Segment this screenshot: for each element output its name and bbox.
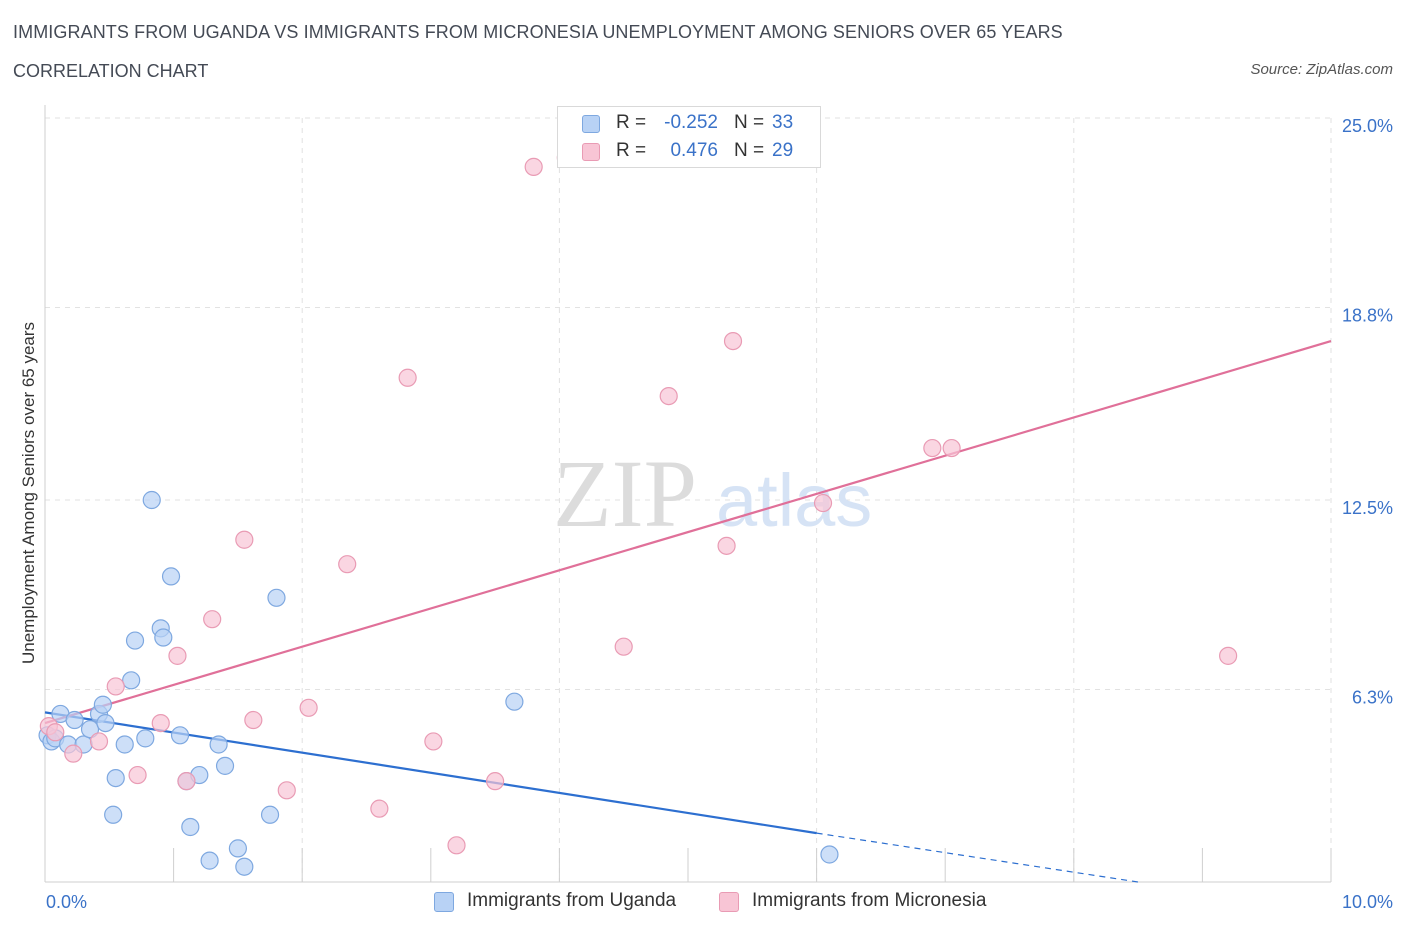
micronesia-r-value: 0.476	[670, 140, 718, 161]
micronesia-point	[151, 713, 170, 733]
watermark: ZIP atlas	[553, 440, 872, 547]
micronesia-point	[942, 438, 961, 458]
y-axis-label: Unemployment Among Seniors over 65 years	[19, 322, 38, 664]
uganda-point	[267, 588, 286, 607]
uganda-point	[200, 851, 219, 870]
micronesia-point	[614, 637, 633, 656]
uganda-point	[260, 805, 280, 824]
uganda-point	[136, 729, 155, 748]
micronesia-point	[277, 781, 296, 800]
uganda-legend-swatch	[434, 892, 454, 912]
uganda-point	[96, 713, 115, 733]
micronesia-point	[723, 331, 743, 351]
micronesia-point	[486, 772, 505, 791]
micronesia-point	[299, 698, 318, 717]
micronesia-point	[717, 536, 736, 555]
tick-labels: 6.3% 12.5% 18.8% 25.0% 0.0% 10.0%	[46, 116, 1393, 912]
micronesia-point	[813, 493, 833, 513]
watermark-zip: ZIP	[553, 440, 697, 547]
uganda-point	[115, 735, 134, 754]
uganda-point	[80, 720, 100, 739]
micronesia-point	[447, 836, 466, 855]
uganda-legend-label: Immigrants from Uganda	[467, 890, 677, 911]
uganda-point	[235, 857, 254, 876]
micronesia-point	[128, 765, 147, 785]
micronesia-point	[106, 677, 125, 696]
y-tick-label: 18.8%	[1342, 305, 1393, 325]
uganda-point	[209, 735, 228, 754]
uganda-point	[106, 768, 125, 788]
x-tick-label: 10.0%	[1342, 892, 1393, 912]
uganda-point	[125, 631, 145, 650]
chart-subtitle: CORRELATION CHART	[13, 61, 209, 81]
uganda-swatch	[582, 115, 600, 133]
micronesia-r-label: R =	[616, 140, 647, 161]
uganda-point	[215, 756, 235, 775]
uganda-trend-extension	[816, 832, 1139, 883]
uganda-point	[142, 490, 161, 510]
micronesia-point	[338, 555, 357, 574]
uganda-point	[181, 817, 200, 837]
uganda-n-value: 33	[772, 112, 794, 133]
uganda-point	[154, 628, 173, 647]
micronesia-point	[89, 732, 109, 751]
uganda-n-label: N =	[734, 112, 765, 133]
micronesia-point	[1219, 646, 1238, 665]
micronesia-point	[923, 438, 942, 458]
micronesia-point	[203, 610, 222, 629]
uganda-r-label: R =	[616, 112, 647, 133]
micronesia-point	[64, 744, 83, 763]
uganda-point	[228, 839, 247, 858]
micronesia-point	[235, 530, 254, 549]
micronesia-swatch	[582, 143, 600, 161]
micronesia-trend-line	[44, 340, 1332, 725]
axes	[44, 105, 1331, 883]
micronesia-point	[46, 723, 65, 742]
uganda-point	[820, 845, 839, 864]
micronesia-legend-label: Immigrants from Micronesia	[752, 890, 987, 911]
uganda-point	[161, 567, 181, 586]
y-tick-label: 12.5%	[1342, 498, 1393, 518]
uganda-point	[122, 671, 141, 690]
source-label: Source: ZipAtlas.com	[1250, 61, 1393, 78]
data-points	[38, 148, 1238, 876]
correlation-legend: R = -0.252 N = 33 R = 0.476 N = 29	[557, 106, 821, 168]
uganda-point	[170, 726, 190, 745]
uganda-r-value: -0.252	[664, 112, 718, 133]
micronesia-point	[370, 799, 389, 818]
micronesia-point	[524, 157, 543, 176]
y-tick-label: 25.0%	[1342, 116, 1393, 136]
uganda-point	[505, 692, 524, 711]
uganda-point	[65, 710, 84, 730]
y-tick-label: 6.3%	[1352, 687, 1393, 707]
micronesia-point	[659, 386, 678, 406]
micronesia-point	[244, 710, 263, 730]
micronesia-legend-swatch	[719, 892, 739, 912]
micronesia-point	[424, 732, 443, 751]
micronesia-n-label: N =	[734, 140, 765, 161]
micronesia-n-value: 29	[772, 140, 794, 161]
micronesia-point	[177, 772, 196, 791]
micronesia-point	[398, 368, 417, 387]
trend-lines	[44, 340, 1332, 883]
micronesia-point	[168, 646, 187, 665]
x-tick-label: 0.0%	[46, 892, 87, 912]
uganda-point	[93, 695, 112, 714]
uganda-point	[104, 805, 123, 824]
chart-title: IMMIGRANTS FROM UGANDA VS IMMIGRANTS FRO…	[13, 22, 1063, 42]
